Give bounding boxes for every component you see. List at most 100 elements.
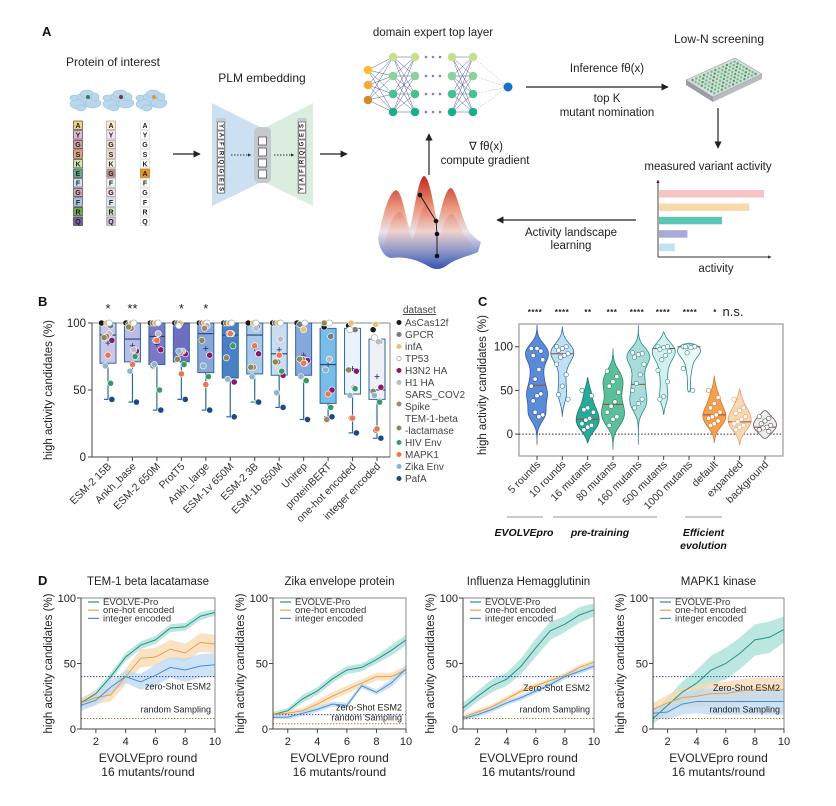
inference-label: Inference fθ(x) [570, 63, 644, 75]
measured-title: measured variant activity [644, 161, 771, 173]
residue-box [73, 178, 83, 188]
data-point [130, 346, 138, 354]
protein-structure-icon [69, 89, 102, 112]
series-line [273, 668, 407, 718]
nn-edge [367, 56, 394, 86]
legend-swatch [396, 451, 402, 457]
optimization-path [419, 194, 438, 256]
confidence-band [81, 653, 215, 711]
plate-well [747, 72, 751, 76]
residue-letter: G [108, 190, 114, 197]
residue-box [106, 207, 116, 217]
legend-item: integer encoded [280, 613, 363, 624]
panel-label-c: C [478, 294, 488, 309]
residue-box [106, 197, 116, 207]
residue: S [73, 149, 83, 159]
plate-well [729, 77, 732, 81]
data-point [635, 400, 641, 406]
residue-letter: R [142, 209, 147, 216]
plate-well [718, 83, 721, 86]
hidden-node [410, 89, 420, 99]
legend-swatch [396, 331, 402, 337]
data-point [581, 407, 587, 413]
legend-swatch [396, 401, 402, 407]
data-point [661, 394, 667, 400]
decoder-token: E [300, 133, 306, 137]
ellipsis-dot [431, 92, 435, 96]
data-point [369, 326, 377, 334]
latent-cell [258, 158, 267, 168]
y-axis-label: high activity candidates (%) [615, 593, 627, 733]
legend-label: infA [405, 342, 423, 353]
ellipsis-dot [431, 74, 435, 78]
data-point [275, 351, 283, 359]
plm-title: PLM embedding [218, 71, 305, 85]
x-axis-label: EVOLVEpro round [99, 751, 198, 765]
nn-edge [451, 56, 474, 77]
encoder-token: Q [217, 160, 223, 165]
protein-structure-icon [102, 89, 135, 112]
plate-well [731, 70, 734, 74]
data-point [579, 387, 585, 393]
plate-well [702, 77, 705, 80]
encoder-token-box [217, 121, 225, 131]
plate-well [717, 86, 720, 90]
x-tick-label: 6 [344, 736, 350, 748]
data-point [328, 413, 336, 421]
significance-marker: *** [607, 308, 618, 317]
plate-well [725, 83, 728, 86]
data-point [346, 391, 354, 399]
reference-line-label: random Sampling [519, 705, 590, 715]
residue: F [73, 178, 83, 188]
data-point [737, 407, 743, 413]
activity-bar [659, 216, 722, 225]
residue: F [106, 197, 116, 207]
legend-swatch [396, 355, 402, 361]
series-line [272, 639, 407, 716]
nn-edge [367, 56, 394, 71]
data-point [563, 372, 569, 378]
ellipsis-dot [438, 92, 442, 96]
significance-marker: * [105, 301, 110, 316]
legend-swatch [396, 343, 402, 349]
data-point [616, 389, 622, 395]
data-point [608, 403, 614, 409]
hidden-node [468, 89, 478, 99]
significance-marker: **** [528, 308, 543, 317]
plate-well [728, 85, 731, 88]
encoder-token-box [217, 157, 225, 167]
x-tick-label: 8 [752, 736, 758, 748]
y-tick-label: 0 [262, 724, 268, 736]
data-point [174, 355, 181, 363]
nn-edge [367, 99, 394, 113]
legend-swatch [396, 319, 402, 325]
chart-title: Zika envelope protein [285, 576, 395, 588]
data-point [100, 334, 108, 342]
residue-letter: A [142, 123, 147, 130]
residue-letter: G [142, 190, 148, 197]
residue-letter: F [76, 200, 81, 207]
plate-well [734, 69, 738, 72]
data-point [534, 345, 540, 351]
legend-label: TEM-1-beta [405, 414, 458, 425]
residue: S [106, 149, 116, 159]
residue-letter: Y [143, 133, 148, 140]
residue-letter: G [75, 142, 81, 149]
residue-box [140, 207, 150, 217]
legend-label: one-hot encoded [295, 605, 366, 616]
data-point [304, 416, 311, 423]
plate-well [710, 86, 714, 89]
data-point [349, 414, 356, 422]
plate-well [742, 65, 745, 69]
nn-edge [451, 56, 474, 95]
y-axis-label: high activity candidates (%) [43, 320, 55, 460]
y-axis-label: high activity candidates (%) [43, 593, 55, 733]
data-point [530, 352, 536, 358]
nn-edge [367, 69, 394, 95]
plate-well [723, 74, 726, 77]
data-point [273, 389, 280, 397]
decoder-token-box [298, 166, 306, 176]
data-point [327, 403, 335, 411]
data-point [766, 428, 772, 434]
